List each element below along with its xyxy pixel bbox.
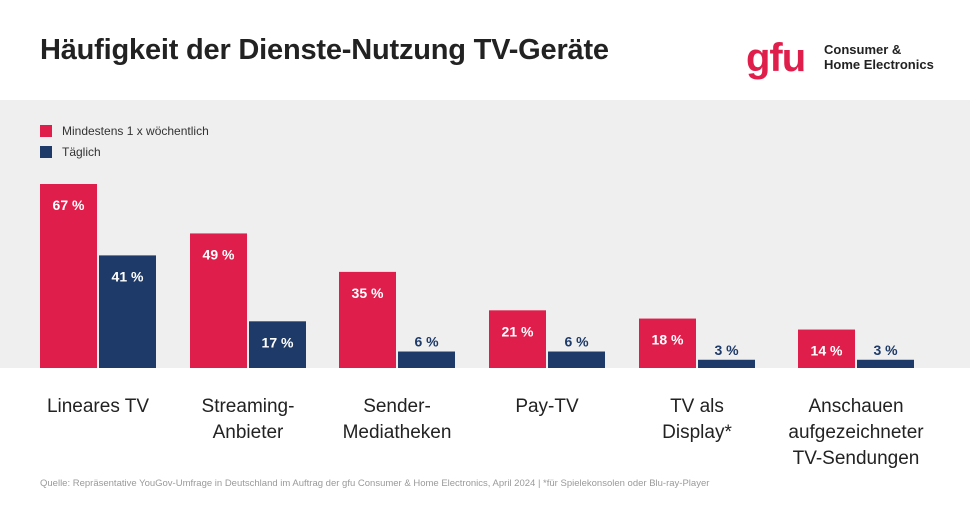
bar-weekly-1 (190, 233, 247, 368)
bar-daily-5 (857, 359, 914, 368)
bar-weekly-5 (798, 329, 855, 368)
data-label-daily-2: 6 % (414, 334, 439, 350)
legend-item-daily: Täglich (40, 141, 209, 162)
data-label-weekly-0: 67 % (53, 197, 85, 213)
legend-item-weekly: Mindestens 1 x wöchentlich (40, 120, 209, 141)
category-label-4: TV als Display* (662, 396, 732, 443)
legend-swatch-weekly (40, 124, 52, 137)
logo-line-1: Consumer & (824, 42, 902, 57)
category-label-0: Lineares TV (46, 396, 150, 417)
data-label-daily-0: 41 % (112, 268, 144, 284)
bar-daily-2 (398, 351, 455, 368)
bar-daily-1 (249, 321, 306, 368)
bar-weekly-3 (489, 310, 546, 368)
bar-weekly-2 (339, 271, 396, 368)
data-label-weekly-5: 14 % (811, 343, 843, 359)
data-label-daily-3: 6 % (564, 334, 589, 350)
data-label-daily-4: 3 % (714, 342, 739, 358)
data-label-weekly-2: 35 % (352, 285, 384, 301)
bar-daily-3 (548, 351, 605, 368)
chart-title: Häufigkeit der Dienste-Nutzung TV-Geräte (40, 34, 609, 66)
data-label-daily-1: 17 % (262, 334, 294, 350)
category-label-3: Pay-TV (515, 396, 579, 417)
gfu-logo: gfu Consumer & Home Electronics (746, 38, 946, 88)
bar-daily-0 (99, 255, 156, 368)
data-label-weekly-1: 49 % (203, 246, 235, 262)
data-label-weekly-3: 21 % (502, 323, 534, 339)
category-label-1: Streaming- Anbieter (201, 396, 295, 443)
bar-weekly-0 (40, 184, 97, 368)
category-label-2: Sender- Mediatheken (342, 396, 452, 443)
bar-weekly-4 (639, 318, 696, 368)
data-label-weekly-4: 18 % (652, 332, 684, 348)
data-label-daily-5: 3 % (873, 342, 898, 358)
logo-mark: gfu (746, 36, 806, 80)
legend-swatch-daily (40, 145, 52, 158)
legend: Mindestens 1 x wöchentlich Täglich (40, 120, 209, 162)
logo-line-2: Home Electronics (824, 57, 934, 72)
logo-text: Consumer & Home Electronics (824, 42, 934, 72)
bar-daily-4 (698, 359, 755, 368)
source-note: Quelle: Repräsentative YouGov-Umfrage in… (40, 478, 710, 489)
legend-label-weekly: Mindestens 1 x wöchentlich (62, 123, 209, 138)
legend-label-daily: Täglich (62, 144, 101, 159)
category-label-5: Anschauen aufgezeichneter TV-Sendungen (788, 396, 924, 469)
chart-panel (0, 100, 970, 368)
